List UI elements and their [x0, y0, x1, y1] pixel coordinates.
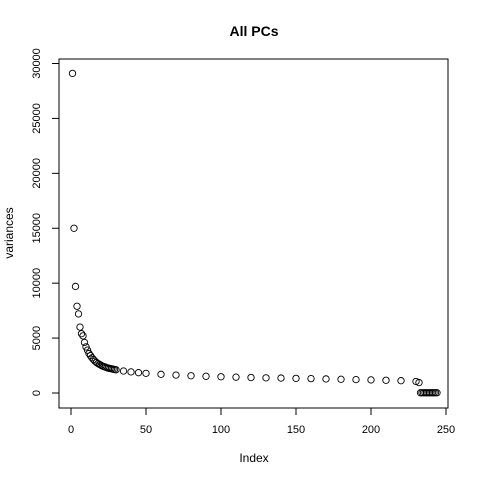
data-point [71, 282, 80, 291]
data-point [415, 378, 423, 387]
data-point [73, 302, 81, 310]
data-points [68, 69, 441, 397]
data-point [76, 323, 84, 331]
data-point [70, 224, 78, 232]
data-point [74, 310, 83, 318]
y-tick-label: 0 [31, 390, 43, 396]
data-point [119, 367, 128, 375]
data-point [134, 369, 143, 377]
data-point [337, 375, 345, 383]
data-point [187, 372, 195, 380]
x-tick-label: 250 [437, 424, 455, 436]
x-tick-label: 150 [287, 424, 305, 436]
data-point [292, 374, 300, 383]
data-point [367, 376, 375, 384]
data-point [127, 368, 135, 376]
data-point [79, 332, 87, 340]
data-point [277, 374, 285, 382]
data-point [262, 374, 270, 382]
x-tick-label: 0 [68, 424, 74, 436]
y-tick-label: 15000 [31, 213, 43, 244]
y-axis: 0 5000 10000 15000 20000 25000 30000 [31, 48, 60, 396]
data-point [232, 373, 240, 381]
data-point [247, 373, 255, 382]
y-axis-label: variances [2, 207, 16, 258]
data-point [322, 375, 330, 383]
data-point [172, 371, 180, 379]
y-tick-label: 10000 [31, 268, 43, 299]
y-tick-label: 30000 [31, 48, 43, 79]
data-point [382, 376, 390, 384]
data-point [307, 374, 315, 383]
x-tick-label: 50 [140, 424, 152, 436]
data-point [77, 330, 86, 338]
plot-frame [58, 58, 449, 409]
data-point [142, 369, 150, 377]
y-tick-label: 5000 [31, 326, 43, 350]
x-axis-label: Index [239, 451, 268, 465]
chart-title: All PCs [229, 23, 278, 39]
data-point [68, 69, 77, 78]
x-tick-label: 200 [362, 424, 380, 436]
x-tick-label: 100 [212, 424, 230, 436]
x-axis: 0 50 100 150 200 250 [68, 407, 455, 436]
data-point [352, 375, 360, 384]
data-point [157, 370, 165, 378]
data-point [82, 343, 90, 351]
data-point [80, 338, 89, 347]
data-point [433, 389, 441, 397]
y-tick-label: 25000 [31, 103, 43, 134]
data-point [112, 366, 120, 374]
data-point [217, 373, 225, 381]
data-point [83, 346, 92, 354]
data-point [412, 377, 420, 386]
y-tick-label: 20000 [31, 158, 43, 189]
data-point [397, 377, 405, 385]
data-point [202, 372, 210, 380]
